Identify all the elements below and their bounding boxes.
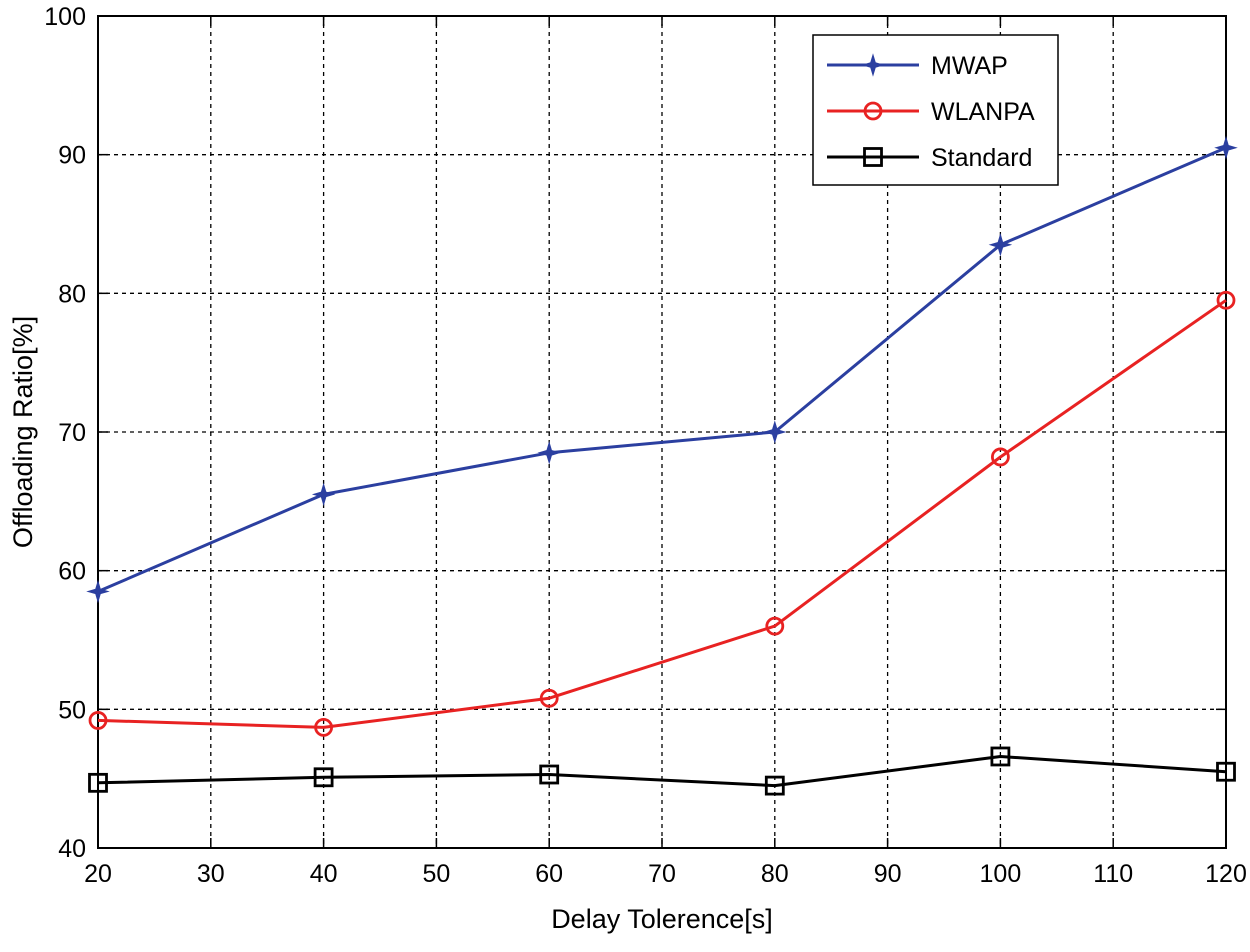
series-line-mwap (97, 146, 1227, 593)
data-point-star (763, 420, 787, 444)
y-tick-label: 50 (58, 696, 86, 724)
x-tick-label: 30 (197, 860, 225, 888)
legend-item-standard: Standard (827, 144, 1032, 172)
x-tick-label: 60 (535, 860, 563, 888)
data-point-star (311, 482, 336, 507)
data-point-star (537, 441, 561, 465)
data-point-star (86, 579, 110, 604)
y-tick-label: 60 (58, 558, 86, 586)
data-point-circle (991, 447, 1010, 467)
legend: MWAP WLANPA Standard (812, 34, 1059, 186)
axis-ticks: 20 30 40 50 60 70 80 90 100 110 120 40 50 60 70 80 90 100 (44, 3, 1247, 888)
data-point-star (988, 233, 1013, 257)
x-tick-label: 100 (980, 860, 1022, 888)
series-mwap (86, 135, 1238, 604)
x-tick-label: 70 (648, 860, 676, 888)
data-point-square (313, 767, 334, 788)
data-point-circle (88, 711, 108, 730)
y-tick-label: 100 (44, 3, 86, 31)
data-point-square (863, 147, 883, 167)
legend-label: WLANPA (931, 98, 1035, 126)
series-group (86, 135, 1238, 796)
legend-label: MWAP (931, 52, 1008, 80)
legend-label: Standard (931, 144, 1032, 172)
x-tick-label: 90 (874, 860, 902, 888)
y-tick-label: 80 (58, 280, 86, 308)
x-axis-label: Delay Tolerence[s] (551, 904, 773, 934)
y-axis-label: Offloading Ratio[%] (8, 316, 38, 548)
data-point-square (990, 746, 1011, 767)
data-point-circle (539, 688, 559, 708)
y-tick-label: 90 (58, 142, 86, 170)
y-tick-label: 70 (58, 419, 86, 447)
data-point-square (764, 775, 785, 796)
x-tick-label: 120 (1205, 860, 1247, 888)
x-tick-label: 110 (1093, 860, 1133, 888)
data-point-star (861, 53, 885, 77)
data-point-circle (314, 717, 334, 737)
y-tick-label: 40 (58, 835, 86, 863)
data-point-square (88, 772, 108, 793)
data-point-circle (863, 101, 883, 121)
data-point-circle (765, 616, 785, 636)
data-point-square (1216, 761, 1236, 782)
legend-item-mwap: MWAP (827, 52, 1008, 80)
x-tick-label: 40 (310, 860, 338, 888)
series-wlanpa (88, 290, 1236, 737)
series-line-standard (97, 755, 1227, 788)
data-point-circle (1216, 290, 1236, 310)
series-standard (88, 746, 1236, 796)
series-line-wlanpa (97, 299, 1227, 729)
data-point-star (1214, 135, 1238, 160)
x-tick-label: 80 (761, 860, 789, 888)
x-tick-label: 20 (84, 860, 112, 888)
legend-item-wlanpa: WLANPA (827, 98, 1035, 126)
grid (98, 16, 1226, 848)
data-point-square (539, 764, 560, 785)
x-tick-label: 50 (422, 860, 450, 888)
